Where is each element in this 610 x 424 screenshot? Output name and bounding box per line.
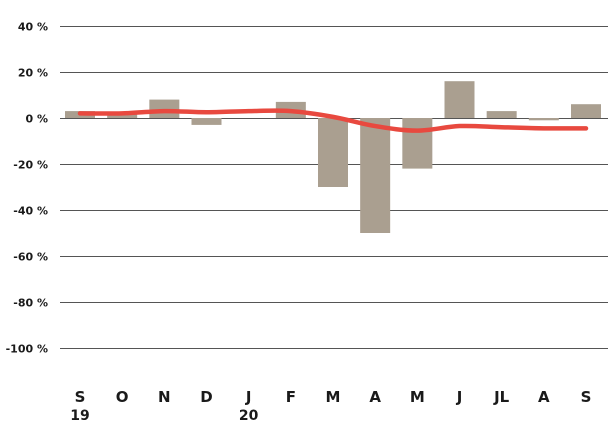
bar-series	[65, 81, 601, 233]
y-axis-tick-labels: 40 % 20 % 0 % -20 % -40 % -60 % -80 % -100 %	[6, 21, 48, 356]
y-tick-label: 0 %	[25, 113, 48, 126]
y-tick-label: -80 %	[13, 297, 48, 310]
x-category-label: A	[538, 388, 550, 406]
bar	[360, 118, 391, 233]
x-category-label: J	[456, 388, 463, 406]
bar	[486, 111, 517, 118]
y-tick-label: -20 %	[13, 159, 48, 172]
x-category-label: J	[245, 388, 252, 406]
x-category-label: M	[326, 388, 341, 406]
x-year-label: 19	[70, 408, 89, 424]
x-axis-labels: S O N D J F M A M J JL A S 19 20	[70, 388, 591, 424]
bar	[528, 118, 559, 121]
x-category-label: A	[369, 388, 381, 406]
bar	[402, 118, 433, 169]
y-tick-label: 40 %	[18, 21, 48, 34]
trend-line	[77, 108, 589, 133]
x-category-label: JL	[493, 388, 510, 406]
x-category-label: S	[75, 388, 86, 406]
x-category-label: M	[410, 388, 425, 406]
bar	[444, 81, 475, 118]
y-tick-label: -40 %	[13, 205, 48, 218]
x-category-label: S	[581, 388, 592, 406]
gridlines	[60, 26, 608, 349]
bar	[149, 99, 180, 118]
bar	[318, 118, 348, 187]
x-category-label: N	[158, 388, 171, 406]
x-category-label: D	[200, 388, 212, 406]
y-tick-label: -60 %	[13, 251, 48, 264]
line-series	[77, 108, 589, 133]
y-tick-label: 20 %	[18, 67, 48, 80]
bar	[571, 104, 601, 118]
x-category-label: O	[116, 388, 129, 406]
x-category-label: F	[286, 388, 296, 406]
y-tick-label: -100 %	[6, 343, 48, 356]
x-year-label: 20	[239, 408, 259, 424]
bar	[191, 118, 222, 125]
bar	[107, 113, 138, 118]
